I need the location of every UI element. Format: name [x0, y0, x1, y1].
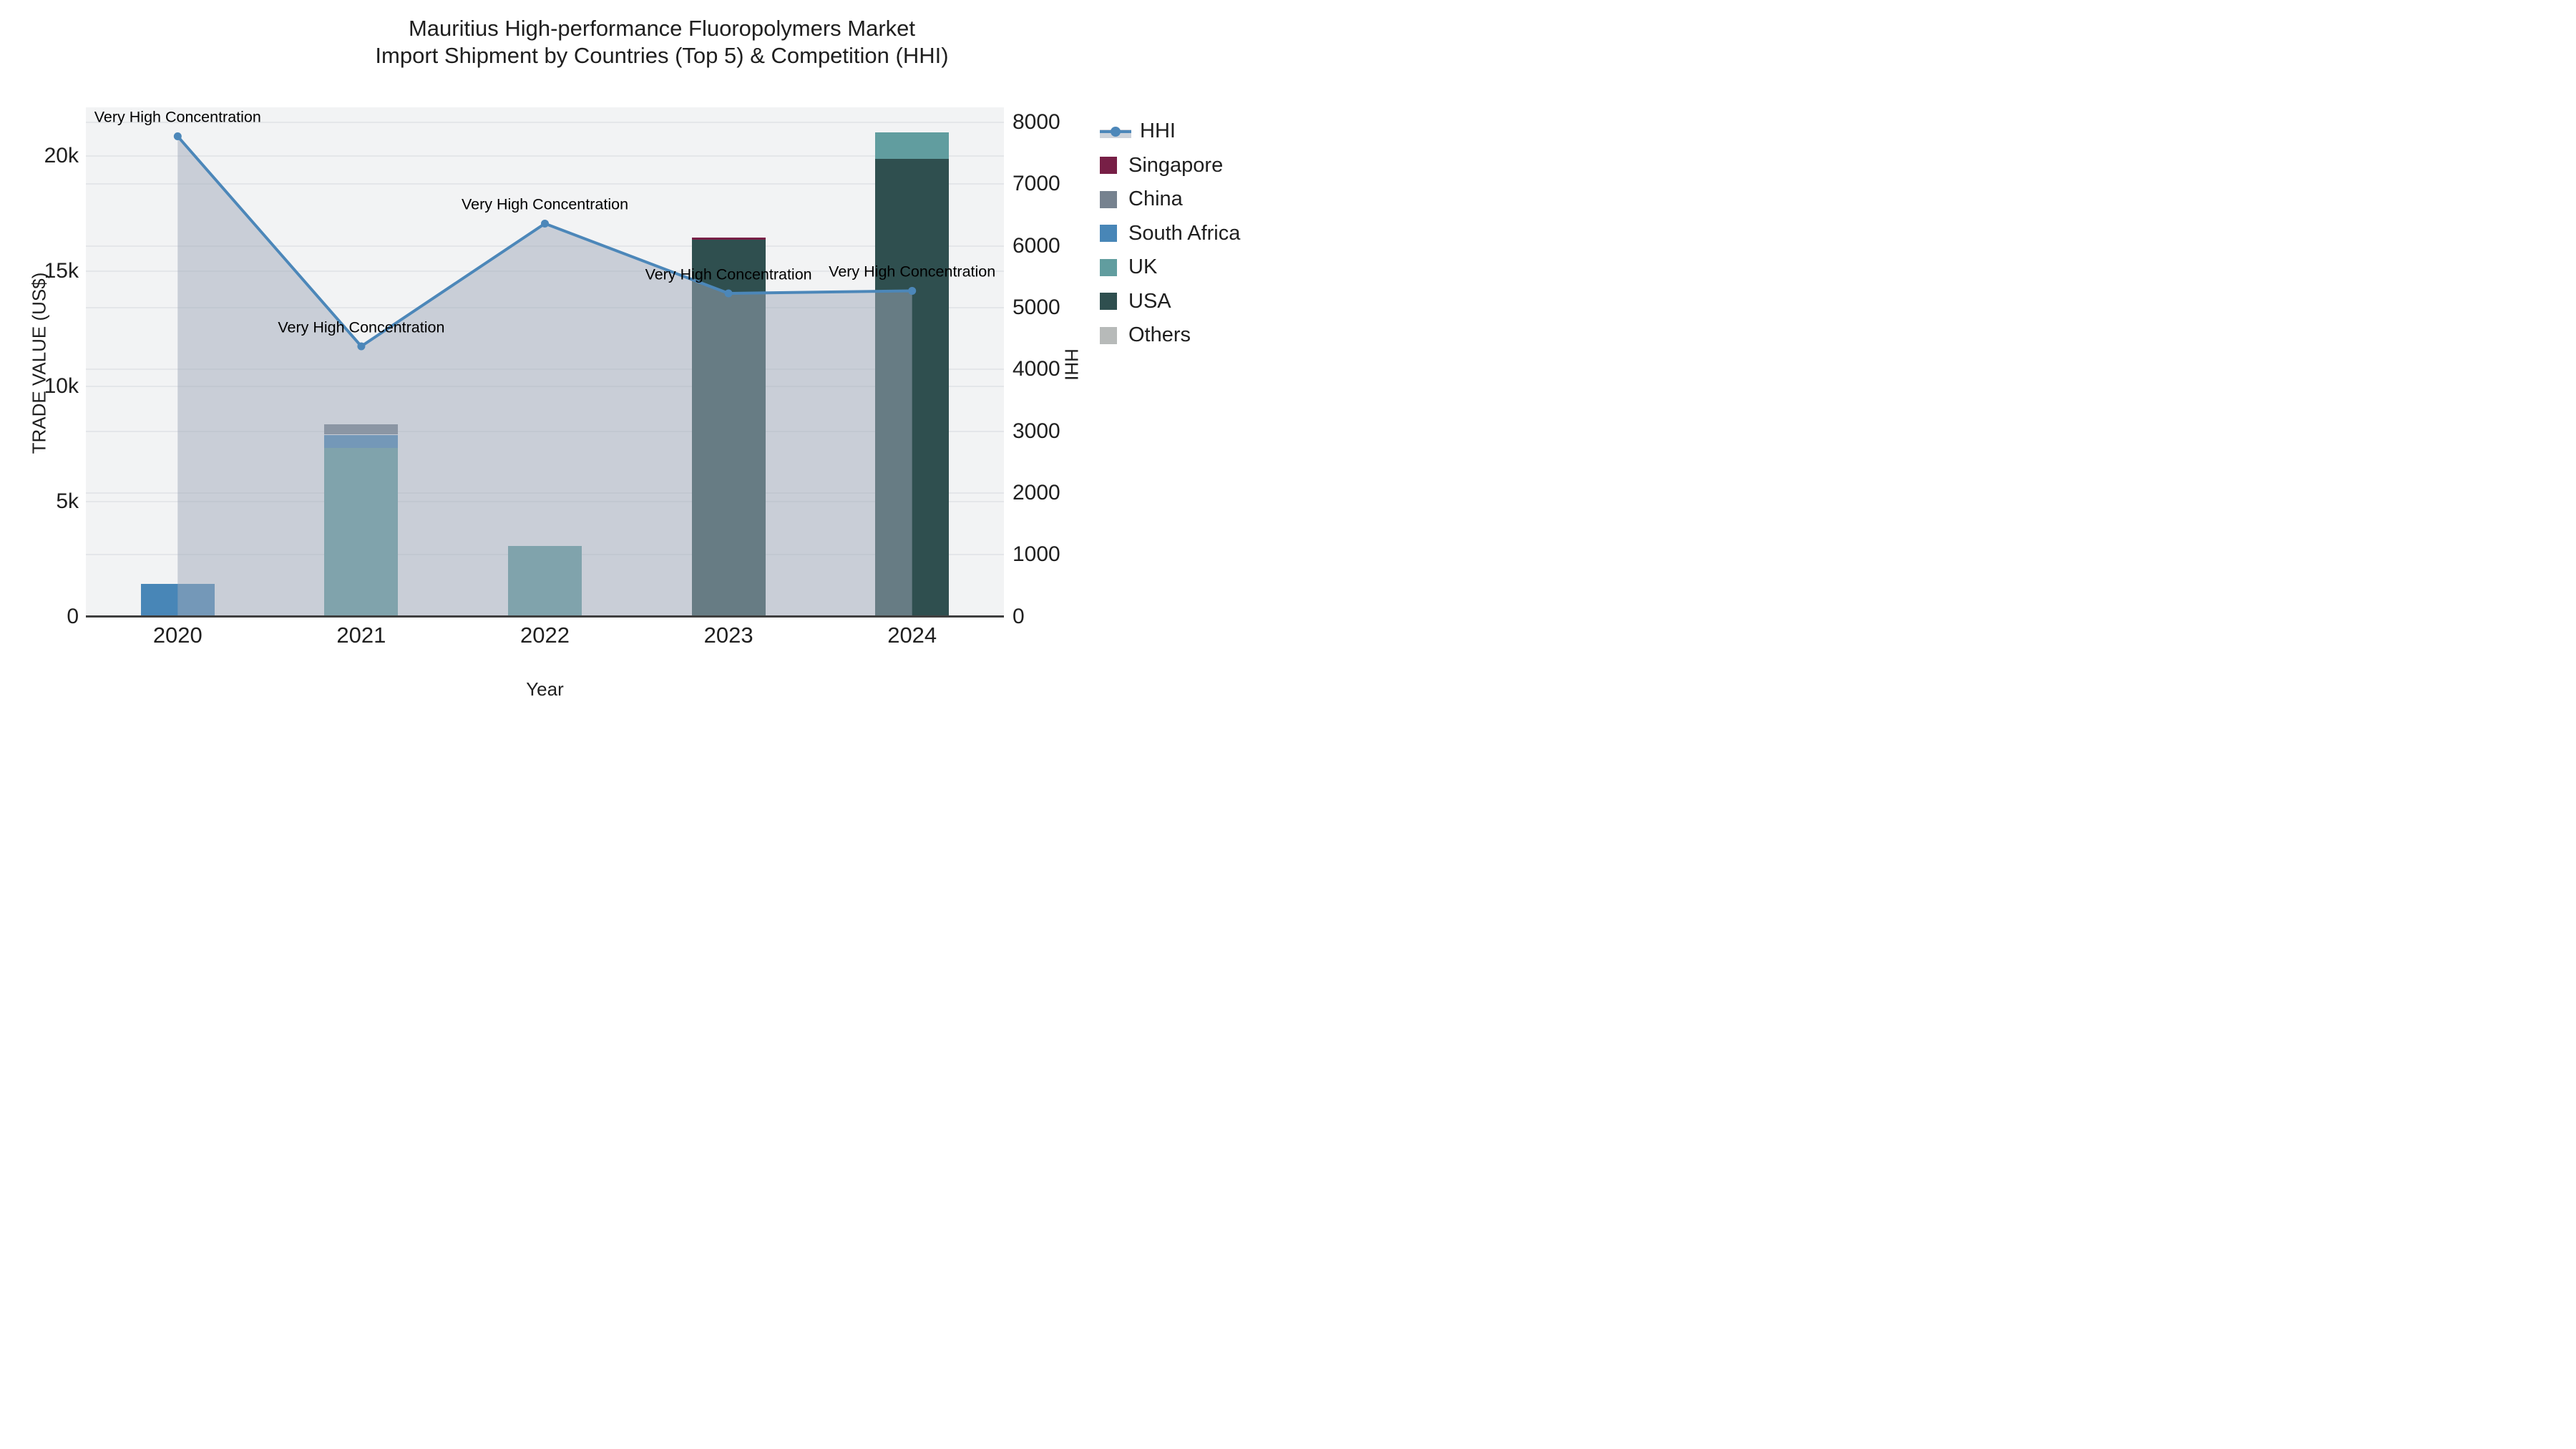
bar-2024-uk[interactable]	[875, 132, 950, 159]
legend-label: USA	[1128, 289, 1171, 313]
annotation-2020: Very High Concentration	[94, 108, 261, 126]
x-axis-line	[86, 615, 1004, 618]
gridline-right-4000	[86, 369, 1004, 371]
y-right-tick-3000: 3000	[1013, 419, 1060, 443]
bar-2021-south-africa[interactable]	[324, 434, 399, 449]
bar-2021-uk[interactable]	[324, 448, 399, 617]
legend-item-hhi[interactable]: HHI	[1100, 114, 1240, 149]
legend-label: Others	[1128, 323, 1191, 347]
legend-swatch-icon	[1100, 258, 1117, 276]
chart-subtitle: Import Shipment by Countries (Top 5) & C…	[375, 43, 949, 68]
legend-label: UK	[1128, 255, 1158, 279]
hhi-marker-2023[interactable]	[724, 289, 733, 298]
bar-2021-china[interactable]	[324, 424, 399, 435]
legend-item-singapore[interactable]: Singapore	[1100, 149, 1240, 183]
y-right-tick-2000: 2000	[1013, 480, 1060, 504]
legend-item-others[interactable]: Others	[1100, 318, 1240, 353]
gridline-right-8000	[86, 121, 1004, 123]
x-tick-2021: 2021	[336, 622, 386, 648]
hhi-marker-2020[interactable]	[173, 132, 182, 140]
gridline-left-5000	[86, 500, 1004, 502]
gridline-right-7000	[86, 183, 1004, 185]
bar-2020-south-africa[interactable]	[140, 584, 215, 617]
chart-root: Mauritius High-performance Fluoropolymer…	[0, 0, 1288, 725]
bar-2024-usa[interactable]	[875, 158, 950, 617]
gridline-right-5000	[86, 306, 1004, 308]
legend-item-uk[interactable]: UK	[1100, 250, 1240, 285]
y-right-tick-1000: 1000	[1013, 542, 1060, 567]
x-tick-2024: 2024	[887, 622, 937, 648]
x-tick-2022: 2022	[520, 622, 570, 648]
hhi-marker-2021[interactable]	[357, 342, 366, 351]
hhi-marker-2022[interactable]	[541, 219, 549, 228]
y-left-tick-5k: 5k	[56, 489, 79, 513]
annotation-2024: Very High Concentration	[829, 263, 996, 280]
legend-label: South Africa	[1128, 221, 1241, 245]
gridline-left-20000	[86, 155, 1004, 157]
gridline-right-6000	[86, 245, 1004, 247]
x-axis-title: Year	[526, 678, 564, 700]
y-right-tick-5000: 5000	[1013, 295, 1060, 319]
y-axis-right-title: HHI	[1060, 348, 1083, 381]
legend-swatch-icon	[1100, 293, 1117, 311]
legend-item-china[interactable]: China	[1100, 182, 1240, 217]
legend: HHI Singapore China South Africa UK USA Others	[1100, 114, 1240, 353]
legend-hhi-line-icon	[1100, 123, 1131, 140]
x-tick-2023: 2023	[703, 622, 753, 648]
legend-label: HHI	[1140, 119, 1176, 143]
legend-swatch-icon	[1100, 157, 1117, 175]
hhi-marker-2024[interactable]	[908, 286, 917, 295]
y-left-tick-20k: 20k	[44, 144, 79, 168]
legend-swatch-icon	[1100, 326, 1117, 344]
gridline-left-10000	[86, 385, 1004, 387]
legend-label: China	[1128, 187, 1183, 211]
y-left-tick-10k: 10k	[44, 374, 79, 398]
bar-2022-uk[interactable]	[508, 546, 582, 617]
legend-swatch-icon	[1100, 225, 1117, 243]
annotation-2023: Very High Concentration	[645, 265, 812, 283]
bar-2023-singapore[interactable]	[691, 238, 766, 240]
y-right-tick-6000: 6000	[1013, 233, 1060, 258]
x-tick-2020: 2020	[152, 622, 203, 648]
legend-item-usa[interactable]: USA	[1100, 285, 1240, 319]
y-axis-left-title: TRADE VALUE (US$)	[28, 272, 50, 454]
y-right-tick-8000: 8000	[1013, 109, 1060, 134]
legend-swatch-icon	[1100, 190, 1117, 208]
gridline-right-2000	[86, 492, 1004, 494]
y-left-tick-0: 0	[67, 604, 79, 628]
y-right-tick-4000: 4000	[1013, 357, 1060, 381]
y-left-tick-15k: 15k	[44, 259, 79, 283]
y-right-tick-0: 0	[1013, 604, 1025, 628]
legend-item-south-africa[interactable]: South Africa	[1100, 217, 1240, 251]
annotation-2022: Very High Concentration	[461, 195, 629, 213]
y-right-tick-7000: 7000	[1013, 172, 1060, 196]
chart-title: Mauritius High-performance Fluoropolymer…	[408, 16, 916, 41]
annotation-2021: Very High Concentration	[278, 318, 445, 336]
legend-label: Singapore	[1128, 153, 1224, 177]
gridline-right-3000	[86, 430, 1004, 432]
